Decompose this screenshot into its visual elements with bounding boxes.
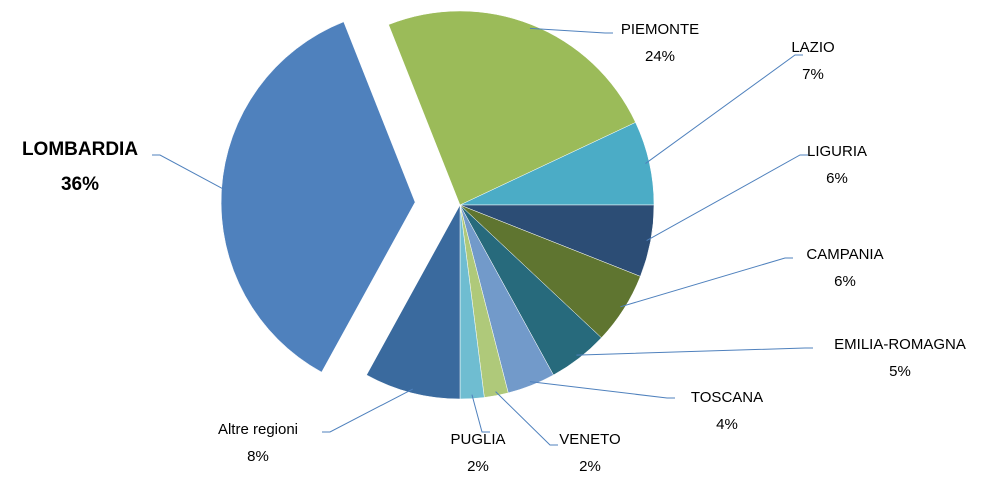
pie-slice xyxy=(388,10,636,206)
leader-line xyxy=(322,388,413,433)
leader-line xyxy=(646,154,808,242)
pie-slice xyxy=(366,204,461,400)
slice-label: LAZIO xyxy=(791,39,834,56)
leader-line xyxy=(471,394,490,433)
slice-label: TOSCANA xyxy=(691,389,763,406)
slice-value-label: 5% xyxy=(889,363,911,380)
slice-value-label: 6% xyxy=(834,273,856,290)
leader-line xyxy=(495,391,558,446)
leader-line xyxy=(645,54,803,164)
slice-value-label: 6% xyxy=(826,170,848,187)
slice-value-label: 2% xyxy=(467,458,489,475)
leader-line xyxy=(620,257,793,308)
leader-line xyxy=(576,347,813,356)
leader-line xyxy=(529,27,613,34)
slice-value-label: 8% xyxy=(247,448,269,465)
slice-value-label: 36% xyxy=(61,174,99,195)
leader-line xyxy=(152,154,226,191)
slice-value-label: 7% xyxy=(802,66,824,83)
slice-label: PIEMONTE xyxy=(621,21,699,38)
slice-value-label: 4% xyxy=(716,416,738,433)
slice-label: LIGURIA xyxy=(807,143,867,160)
slice-value-label: 2% xyxy=(579,458,601,475)
slice-label: PUGLIA xyxy=(450,431,505,448)
slice-label: LOMBARDIA xyxy=(22,139,138,160)
slice-label: EMILIA-ROMAGNA xyxy=(834,336,966,353)
slice-label: Altre regioni xyxy=(218,421,298,438)
leader-line xyxy=(529,381,675,399)
slice-label: VENETO xyxy=(559,431,620,448)
slice-value-label: 24% xyxy=(645,48,675,65)
pie-slice xyxy=(220,21,416,373)
slice-label: CAMPANIA xyxy=(806,246,883,263)
